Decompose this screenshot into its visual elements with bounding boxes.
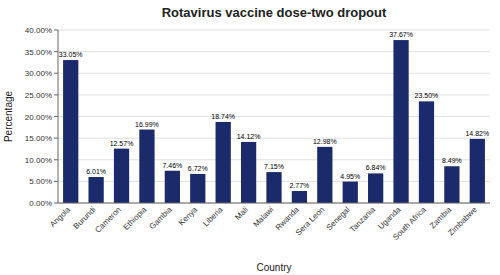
bar bbox=[444, 166, 459, 203]
bar bbox=[241, 142, 256, 203]
grid-line bbox=[58, 30, 490, 31]
bar bbox=[139, 130, 154, 203]
bar bbox=[216, 122, 231, 203]
tick-label: Mali bbox=[233, 205, 250, 222]
bars bbox=[63, 40, 485, 203]
data-label: 7.46% bbox=[162, 162, 182, 169]
tick-label: 30.00% bbox=[25, 69, 52, 78]
tick-label: Zimbabwe bbox=[446, 205, 479, 238]
bar bbox=[114, 149, 129, 203]
data-label: 4.95% bbox=[340, 173, 360, 180]
tick bbox=[54, 138, 58, 139]
data-label: 7.15% bbox=[264, 163, 284, 170]
tick-label: Kenya bbox=[177, 205, 200, 228]
bar bbox=[266, 172, 281, 203]
bar bbox=[368, 173, 383, 203]
x-axis-line bbox=[58, 203, 490, 204]
data-label: 16.99% bbox=[135, 121, 159, 128]
data-label: 14.12% bbox=[237, 133, 261, 140]
data-label: 23.50% bbox=[415, 92, 439, 99]
tick bbox=[54, 181, 58, 182]
y-axis: 0.00% 5.00% 10.00% 15.00% 20.00% 25.00% 30.00%… bbox=[25, 26, 490, 208]
tick-label: Gambia bbox=[148, 205, 175, 232]
grid-line bbox=[58, 51, 490, 52]
tick-label: Sera Leon bbox=[294, 205, 326, 237]
bar bbox=[63, 60, 78, 203]
tick-label: 0.00% bbox=[29, 199, 52, 208]
y-axis-line bbox=[58, 30, 59, 203]
tick bbox=[54, 94, 58, 95]
data-label: 6.72% bbox=[188, 165, 208, 172]
chart: 0.00% 5.00% 10.00% 15.00% 20.00% 25.00% 30.00%… bbox=[0, 0, 500, 275]
tick-label: 20.00% bbox=[25, 113, 52, 122]
y-axis-label: Percentage bbox=[3, 90, 14, 142]
tick-label: Angola bbox=[48, 205, 72, 229]
data-label: 33.05% bbox=[59, 51, 83, 58]
tick-label: 10.00% bbox=[25, 156, 52, 165]
bar bbox=[190, 174, 205, 203]
data-label: 12.98% bbox=[313, 138, 337, 145]
title: Rotavirus vaccine dose-two dropout bbox=[162, 5, 387, 20]
tick-label: South Africa bbox=[391, 205, 428, 242]
bar bbox=[419, 101, 434, 203]
tick-label: 35.00% bbox=[25, 48, 52, 57]
data-labels: 33.05% 6.01% 12.57% 16.99% 7.46% 6.72% 18.74% 1… bbox=[59, 31, 489, 189]
x-axis: AngolaBurundiCameronEthiopiaGambiaKenyaL… bbox=[48, 205, 479, 242]
tick bbox=[54, 116, 58, 117]
bar bbox=[393, 40, 408, 203]
tick-label: 15.00% bbox=[25, 134, 52, 143]
tick bbox=[54, 30, 58, 31]
tick-label: Tanzania bbox=[348, 205, 377, 234]
data-label: 2.77% bbox=[289, 182, 309, 189]
tick bbox=[54, 159, 58, 160]
data-label: 8.49% bbox=[442, 157, 462, 164]
bar bbox=[317, 147, 332, 203]
tick-label: Ethiopia bbox=[122, 205, 149, 232]
x-axis-label: Country bbox=[256, 262, 291, 273]
tick-label: Cameron bbox=[93, 205, 123, 235]
bar bbox=[88, 177, 103, 203]
data-label: 12.57% bbox=[110, 140, 134, 147]
grid-line bbox=[58, 203, 490, 204]
data-label: 6.84% bbox=[366, 164, 386, 171]
data-label: 14.82% bbox=[465, 130, 489, 137]
tick-label: 40.00% bbox=[25, 26, 52, 35]
bar bbox=[165, 171, 180, 203]
data-label: 6.01% bbox=[86, 168, 106, 175]
tick-label: Liberia bbox=[201, 205, 225, 229]
bar bbox=[470, 139, 485, 203]
data-label: 37.67% bbox=[389, 31, 413, 38]
tick bbox=[54, 203, 58, 204]
bar bbox=[292, 191, 307, 203]
tick-label: 25.00% bbox=[25, 91, 52, 100]
tick bbox=[54, 51, 58, 52]
tick bbox=[54, 73, 58, 74]
data-label: 18.74% bbox=[211, 113, 235, 120]
tick-label: 5.00% bbox=[29, 177, 52, 186]
bar bbox=[343, 182, 358, 203]
tick-label: Malawi bbox=[251, 205, 275, 229]
grid-line bbox=[58, 73, 490, 74]
